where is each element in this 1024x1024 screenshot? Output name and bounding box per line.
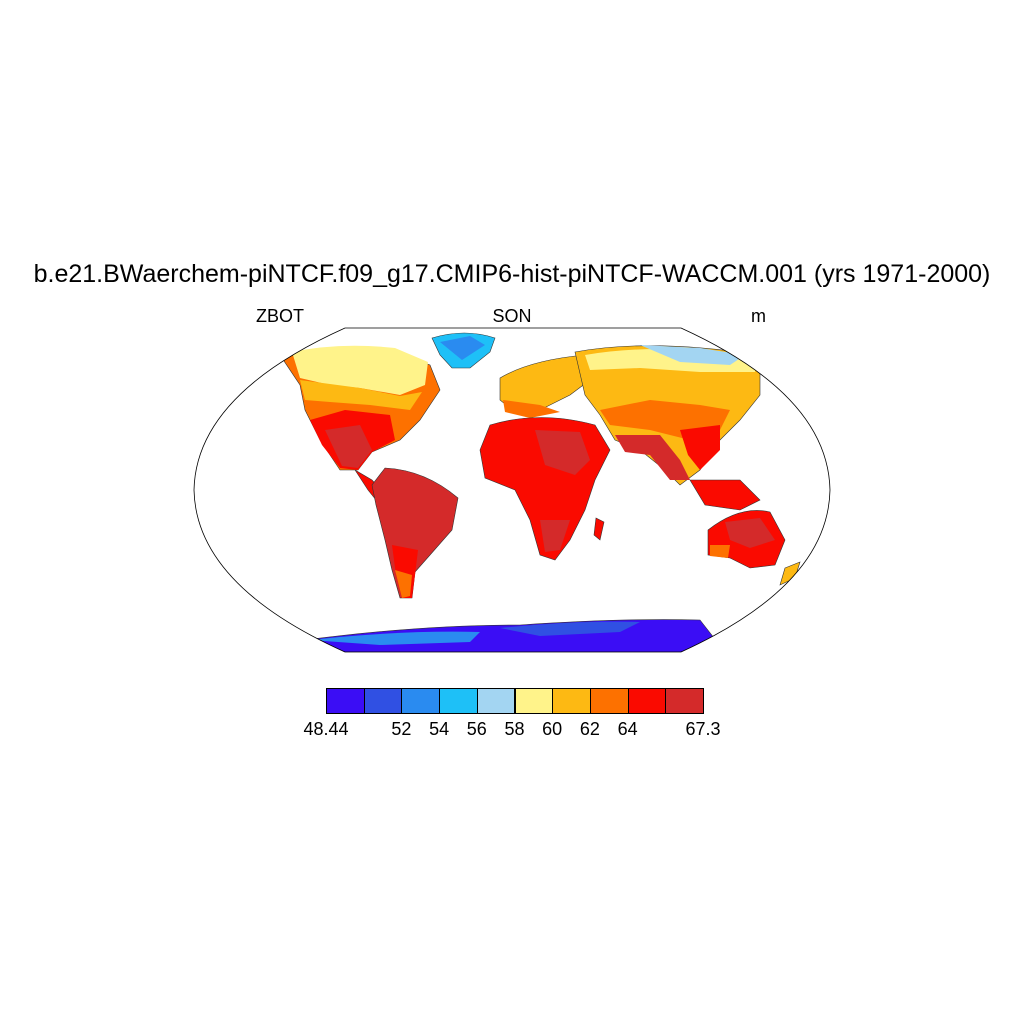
colorbar-box [589,688,629,714]
north-america [281,345,441,506]
greenland [431,332,496,369]
colorbar-label: 48.44 [303,719,349,739]
variable-label: ZBOT [256,306,304,326]
units-label: m [751,306,766,326]
africa [479,417,611,561]
australia [707,510,801,586]
antarctica [299,619,726,652]
south-america [371,467,459,599]
globe-outline [193,327,831,653]
colorbar-label: 58 [504,719,525,739]
colorbar-label: 52 [391,719,412,739]
colorbar-label: 56 [466,719,487,739]
europe [499,354,591,418]
colorbar-box [627,688,667,714]
colorbar-label: 60 [542,719,563,739]
colorbar-box [665,688,704,714]
colorbar-box [476,688,516,714]
colorbar-label: 67.3 [685,719,721,739]
plot-title: b.e21.BWaerchem-piNTCF.f09_g17.CMIP6-his… [33,260,991,288]
colorbar-label: 62 [579,719,600,739]
colorbar-box [401,688,441,714]
colorbar-box [363,688,403,714]
colorbar-box [514,688,554,714]
colorbar-label: 54 [429,719,450,739]
colorbar-label: 64 [617,719,638,739]
colorbar-box [439,688,478,714]
colorbar-box [552,688,591,714]
colorbar-box [326,688,365,714]
asia [574,345,761,511]
season-label: SON [492,306,532,326]
